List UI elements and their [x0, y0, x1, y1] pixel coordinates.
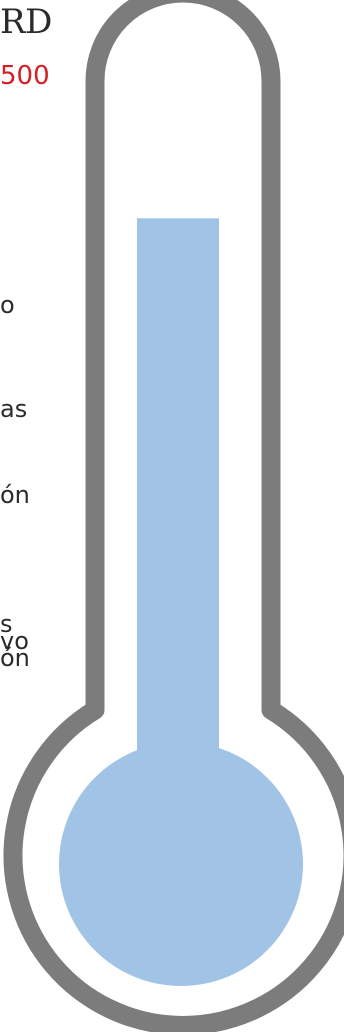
goal-amount: 500: [0, 61, 50, 91]
side-text-line: vo: [0, 627, 29, 655]
side-text-line: o: [0, 291, 15, 319]
thermometer-liquid-column: [137, 218, 219, 781]
side-text-line: ón: [0, 481, 30, 509]
side-text-line: as: [0, 395, 28, 423]
thermometer-liquid-bulb: [59, 742, 303, 986]
side-text-line: s: [0, 610, 13, 638]
page-heading: RD: [0, 2, 52, 42]
side-text-line: ón: [0, 644, 30, 672]
